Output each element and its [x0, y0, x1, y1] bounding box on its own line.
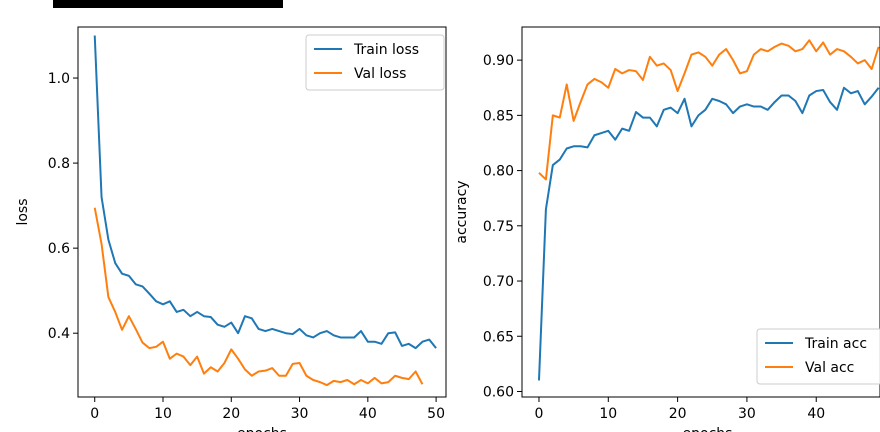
x-tick-label: 30 — [738, 406, 756, 422]
legend: Train loss Val loss — [305, 34, 445, 91]
chart-loss: 0 10 20 30 40 50 0.4 0.6 0.8 1.0 epochs loss Train l… — [15, 26, 447, 432]
title-bar — [53, 0, 283, 8]
y-tick-label: 0.75 — [483, 219, 514, 235]
x-tick-label: 0 — [535, 406, 544, 422]
y-tick-label: 0.85 — [483, 108, 514, 124]
y-tick-label: 0.4 — [48, 326, 70, 342]
x-axis-label: epochs — [683, 426, 733, 432]
x-tick-label: 30 — [291, 406, 309, 422]
legend: Train acc Val acc — [756, 328, 880, 385]
x-tick-label: 40 — [807, 406, 825, 422]
plot-area — [93, 35, 437, 387]
legend-label: Val loss — [354, 66, 406, 82]
y-axis-label: loss — [15, 198, 31, 225]
y-tick-label: 0.65 — [483, 329, 514, 345]
x-tick-label: 10 — [154, 406, 172, 422]
x-tick-label: 10 — [599, 406, 617, 422]
x-tick-label: 20 — [222, 406, 240, 422]
y-tick-label: 0.70 — [483, 274, 514, 290]
series-line-val — [93, 207, 424, 387]
y-tick-label: 0.60 — [483, 384, 514, 400]
series-line-val — [538, 39, 880, 181]
y-tick-label: 0.80 — [483, 164, 514, 180]
axes-frame — [521, 26, 880, 398]
series-line-train — [93, 35, 437, 350]
plot-area — [537, 39, 880, 381]
x-tick-label: 40 — [359, 406, 377, 422]
chart-accuracy: 0 10 20 30 40 0.60 0.65 0.70 0.75 0.80 0.85 0.90 epo… — [454, 26, 880, 432]
x-tick-label: 20 — [669, 406, 687, 422]
x-tick-label: 50 — [427, 406, 445, 422]
y-tick-label: 0.8 — [48, 156, 70, 172]
y-tick-label: 1.0 — [48, 71, 70, 87]
x-axis-label: epochs — [237, 426, 287, 432]
legend-label: Train acc — [804, 336, 867, 352]
y-axis-label: accuracy — [454, 180, 470, 243]
series-line-train — [537, 86, 880, 381]
legend-label: Val acc — [805, 360, 854, 376]
legend-label: Train loss — [353, 42, 419, 58]
y-tick-label: 0.90 — [483, 53, 514, 69]
axes-frame — [77, 26, 447, 398]
x-tick-label: 0 — [90, 406, 99, 422]
y-tick-label: 0.6 — [48, 241, 70, 257]
